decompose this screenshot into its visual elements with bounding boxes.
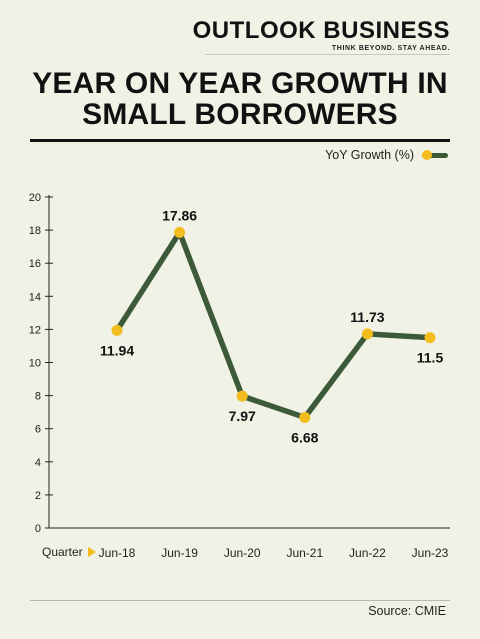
- chart-title-line-2: SMALL BORROWERS: [82, 98, 398, 131]
- brand-block: OUTLOOK BUSINESS THINK BEYOND. STAY AHEA…: [192, 17, 450, 53]
- y-tick-label: 12: [29, 324, 41, 336]
- data-label: 17.86: [162, 207, 197, 223]
- data-label: 7.97: [229, 408, 256, 424]
- series-line-yoy-growth: [114, 229, 433, 421]
- y-tick-label: 16: [29, 258, 41, 270]
- data-label: 6.68: [291, 429, 318, 445]
- x-tick-label: Jun-18: [99, 546, 136, 560]
- chart-title-line-1: YEAR ON YEAR GROWTH IN: [32, 67, 448, 100]
- data-point: [111, 324, 123, 336]
- data-label: 11.94: [100, 342, 134, 358]
- data-label: 11.73: [350, 309, 384, 325]
- source-note: Source: CMIE: [368, 604, 446, 618]
- data-point: [299, 411, 311, 423]
- legend-marker: [422, 150, 432, 160]
- data-point: [236, 390, 248, 402]
- brand-name: OUTLOOK BUSINESS: [192, 17, 450, 44]
- y-tick-label: 0: [35, 523, 41, 535]
- y-tick-label: 14: [29, 291, 41, 303]
- y-tick-label: 4: [35, 457, 41, 469]
- x-axis-caption: Quarter: [42, 545, 96, 559]
- brand-divider: [205, 54, 450, 55]
- footer-divider: [30, 600, 450, 601]
- y-tick-label: 18: [29, 225, 41, 237]
- brand-tagline: THINK BEYOND. STAY AHEAD.: [331, 45, 450, 52]
- data-point: [424, 332, 436, 344]
- y-tick-label: 20: [29, 192, 41, 204]
- x-axis-caption-text: Quarter: [42, 545, 83, 559]
- arrow-right-icon: [87, 547, 96, 557]
- title-divider: [30, 139, 450, 142]
- legend: YoY Growth (%): [325, 148, 448, 162]
- data-label: 11.5: [417, 350, 444, 366]
- x-tick-label: Jun-21: [286, 546, 323, 560]
- legend-swatch: [422, 150, 448, 160]
- x-tick-label: Jun-19: [161, 546, 198, 560]
- data-point: [361, 328, 373, 340]
- y-tick-label: 2: [35, 490, 41, 502]
- y-tick-label: 10: [29, 358, 41, 370]
- legend-label: YoY Growth (%): [325, 148, 414, 162]
- x-tick-label: Jun-23: [412, 546, 449, 560]
- chart-title: YEAR ON YEAR GROWTH IN SMALL BORROWERS: [0, 68, 480, 130]
- x-tick-label: Jun-22: [349, 546, 386, 560]
- x-tick-label: Jun-20: [224, 546, 261, 560]
- data-point: [174, 226, 186, 238]
- y-tick-label: 6: [35, 424, 41, 436]
- y-tick-label: 8: [35, 391, 41, 403]
- legend-line: [422, 153, 448, 158]
